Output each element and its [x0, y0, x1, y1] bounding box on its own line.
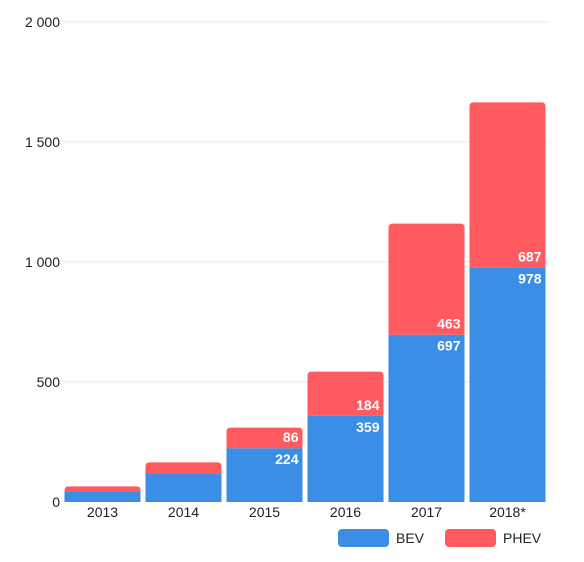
y-tick-label: 1 000: [25, 254, 60, 270]
bar-phev-2014: [145, 462, 222, 474]
data-label-bev: 697: [437, 338, 461, 354]
bar-phev-2015: [226, 427, 303, 449]
x-tick-label: 2017: [411, 504, 442, 520]
bar-bev-2013: [64, 491, 141, 502]
legend-swatch-bev: [338, 529, 389, 547]
legend-label-bev: BEV: [396, 530, 425, 546]
x-tick-label: 2013: [87, 504, 118, 520]
legend-label-phev: PHEV: [503, 530, 542, 546]
bar-phev-2013: [64, 486, 141, 492]
x-tick-label: 2018*: [489, 504, 526, 520]
y-tick-label: 0: [52, 494, 60, 510]
data-label-phev: 463: [437, 316, 461, 332]
bar-phev-2018: [469, 102, 546, 268]
data-label-phev: 86: [283, 429, 299, 445]
data-label-bev: 224: [275, 451, 299, 467]
gridlines: [62, 21, 548, 383]
legend: BEV PHEV: [338, 529, 542, 547]
bar-bev-2018: [469, 267, 546, 502]
data-label-phev: 184: [356, 397, 380, 413]
data-labels: 224 86 359 184 697 463 978 687: [275, 248, 542, 467]
bar-phev-2016: [307, 371, 384, 416]
y-tick-label: 1 500: [25, 134, 60, 150]
x-tick-label: 2016: [330, 504, 361, 520]
data-label-bev: 359: [356, 419, 380, 435]
x-axis-ticks: 2013 2014 2015 2016 2017 2018*: [87, 504, 526, 520]
y-tick-label: 500: [37, 374, 61, 390]
bar-phev-2017: [388, 223, 465, 335]
bars: [64, 102, 546, 502]
x-tick-label: 2015: [249, 504, 280, 520]
bar-bev-2015: [226, 448, 303, 502]
legend-swatch-phev: [445, 529, 496, 547]
data-label-phev: 687: [518, 248, 542, 264]
y-tick-label: 2 000: [25, 14, 60, 30]
bar-bev-2014: [145, 473, 222, 502]
y-axis-ticks: 0 500 1 000 1 500 2 000: [25, 14, 60, 510]
x-tick-label: 2014: [168, 504, 199, 520]
bar-bev-2017: [388, 334, 465, 502]
bar-bev-2016: [307, 415, 384, 502]
data-label-bev: 978: [518, 270, 542, 286]
